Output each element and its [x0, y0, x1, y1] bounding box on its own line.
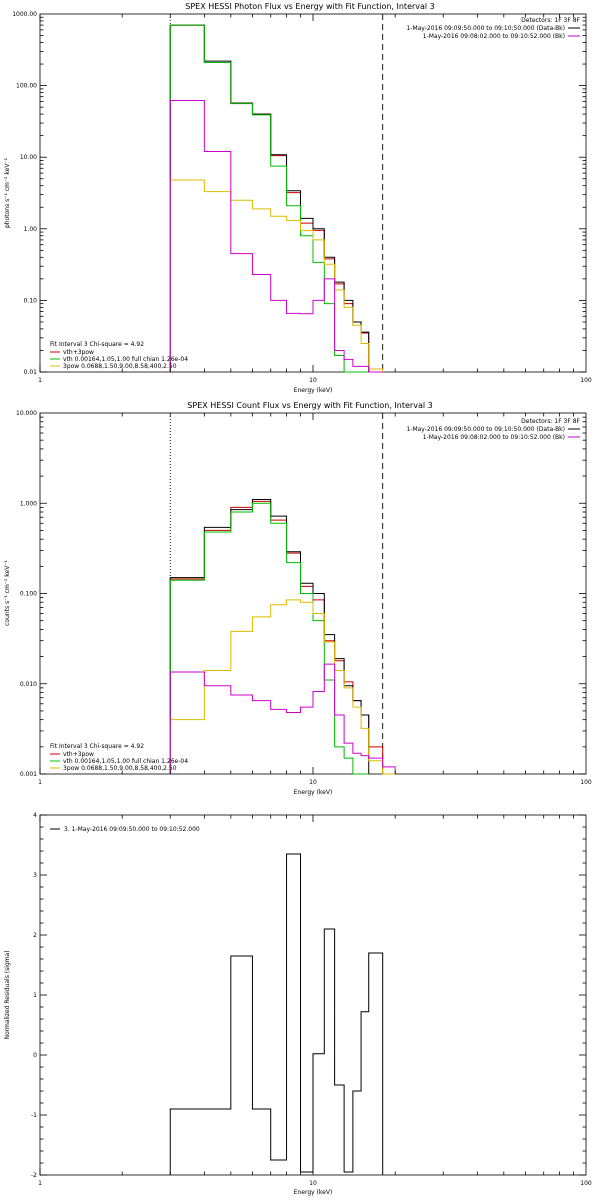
y-tick-label: 100.00: [16, 83, 37, 90]
y-tick-label: 0.10: [24, 297, 38, 304]
y-tick-label: 1.00: [24, 226, 38, 233]
photon-flux-header-line2: 1-May-2016 09:08:02.000 to 09:10:52.000 …: [423, 33, 565, 40]
photon-flux-ticks: 1 10 100 0.01 0.10 1.00 10.00 100.00 1000.00: [12, 11, 592, 384]
series-3pow-step-line: [169, 599, 396, 775]
x-tick-label: 10: [309, 779, 317, 786]
residuals-ylabel: Normalized Residuals (sigma): [4, 950, 11, 1039]
photon-flux-header-line1: 1-May-2016 09:09:50.000 to 09:10:50.000 …: [406, 25, 565, 32]
x-tick-label: 1: [38, 779, 42, 786]
photon-flux-xlabel: Energy (keV): [294, 387, 333, 394]
y-tick-label: 10.00: [20, 154, 37, 161]
y-tick-label: 1.000: [20, 500, 37, 507]
photon-flux-title: SPEX HESSI Photon Flux vs Energy with Fi…: [185, 2, 435, 11]
residuals-xlabel: Energy (keV): [294, 1189, 333, 1196]
count-flux-series: [169, 413, 396, 775]
residuals-panel: 1 10 100 -2 -1 0 1 2 3 4 3. 1-May-2016 09:09:50.0…: [4, 812, 592, 1196]
series-3--step-line: [169, 853, 384, 1175]
legend-label-3pow: 3pow 0.0688,1.50,9.00,8.58,400,2.50: [63, 363, 177, 370]
legend-label-vth3pow: vth+3pow: [63, 751, 94, 758]
count-flux-ticks: 1 10 100 0.001 0.010 0.100 1.000 10.000: [16, 410, 592, 786]
series-4-step-line: [169, 663, 396, 774]
count-flux-title: SPEX HESSI Count Flux vs Energy with Fit…: [187, 401, 432, 410]
count-flux-legend: vth+3pow vth 0.00164,1.05,1.00 full chia…: [50, 751, 188, 772]
series-vth-step-line: [169, 502, 369, 775]
photon-flux-fit-label: Fit Interval 3 Chi-square = 4.92: [50, 341, 144, 348]
y-tick-label: 1: [33, 992, 37, 999]
y-tick-label: 0.100: [20, 591, 37, 598]
residuals-ticks: 1 10 100 -2 -1 0 1 2 3 4: [31, 812, 592, 1187]
y-tick-label: 0.01: [24, 369, 38, 376]
count-flux-panel: SPEX HESSI Count Flux vs Energy with Fit…: [4, 401, 592, 796]
count-flux-xlabel: Energy (keV): [294, 789, 333, 796]
x-tick-label: 1: [38, 1180, 42, 1187]
x-tick-label: 1: [38, 377, 42, 384]
x-tick-label: 100: [580, 779, 592, 786]
photon-flux-legend: vth+3pow vth 0.00164,1.05,1.00 full chia…: [50, 349, 188, 370]
residuals-series: [169, 853, 384, 1175]
y-tick-label: 0.001: [20, 771, 37, 778]
photon-flux-series: [169, 14, 384, 373]
photon-flux-detectors: Detectors: 1F 3F 8F: [521, 17, 580, 24]
x-tick-label: 100: [580, 1180, 592, 1187]
photon-flux-panel: SPEX HESSI Photon Flux vs Energy with Fi…: [4, 2, 592, 394]
photon-flux-ylabel: photons s⁻¹ cm⁻² keV⁻¹: [4, 157, 11, 228]
legend-label-vth: vth 0.00164,1.05,1.00 full chian 1.26e-0…: [63, 758, 188, 765]
x-tick-label: 100: [580, 377, 592, 384]
count-flux-header-line1: 1-May-2016 09:09:50.000 to 09:10:50.000 …: [406, 426, 565, 433]
x-tick-label: 10: [309, 377, 317, 384]
y-tick-label: 3: [33, 872, 37, 879]
y-tick-label: 0: [33, 1052, 37, 1059]
legend-label-vth3pow: vth+3pow: [63, 349, 94, 356]
x-tick-label: 10: [309, 1180, 317, 1187]
y-tick-label: -1: [31, 1112, 37, 1119]
y-tick-label: 10.000: [16, 410, 37, 417]
y-tick-label: 2: [33, 932, 37, 939]
y-tick-label: 4: [33, 812, 37, 819]
count-flux-detectors: Detectors: 1F 3F 8F: [521, 418, 580, 425]
legend-label-vth: vth 0.00164,1.05,1.00 full chian 1.26e-0…: [63, 356, 188, 363]
y-tick-label: -2: [31, 1172, 37, 1179]
count-flux-fit-label: Fit Interval 3 Chi-square = 4.92: [50, 743, 144, 750]
y-tick-label: 0.010: [20, 681, 37, 688]
residuals-legend-label: 3. 1-May-2016 09:09:50.000 to 09:10:52.0…: [64, 826, 200, 833]
count-flux-ylabel: counts s⁻¹ cm⁻² keV⁻¹: [4, 560, 11, 626]
legend-label-3pow: 3pow 0.0688,1.50,9.00,8.58,400,2.50: [63, 765, 177, 772]
series-4-step-line: [169, 99, 383, 373]
count-flux-header-line2: 1-May-2016 09:08:02.000 to 09:10:52.000 …: [423, 434, 565, 441]
y-tick-label: 1000.00: [12, 11, 37, 18]
